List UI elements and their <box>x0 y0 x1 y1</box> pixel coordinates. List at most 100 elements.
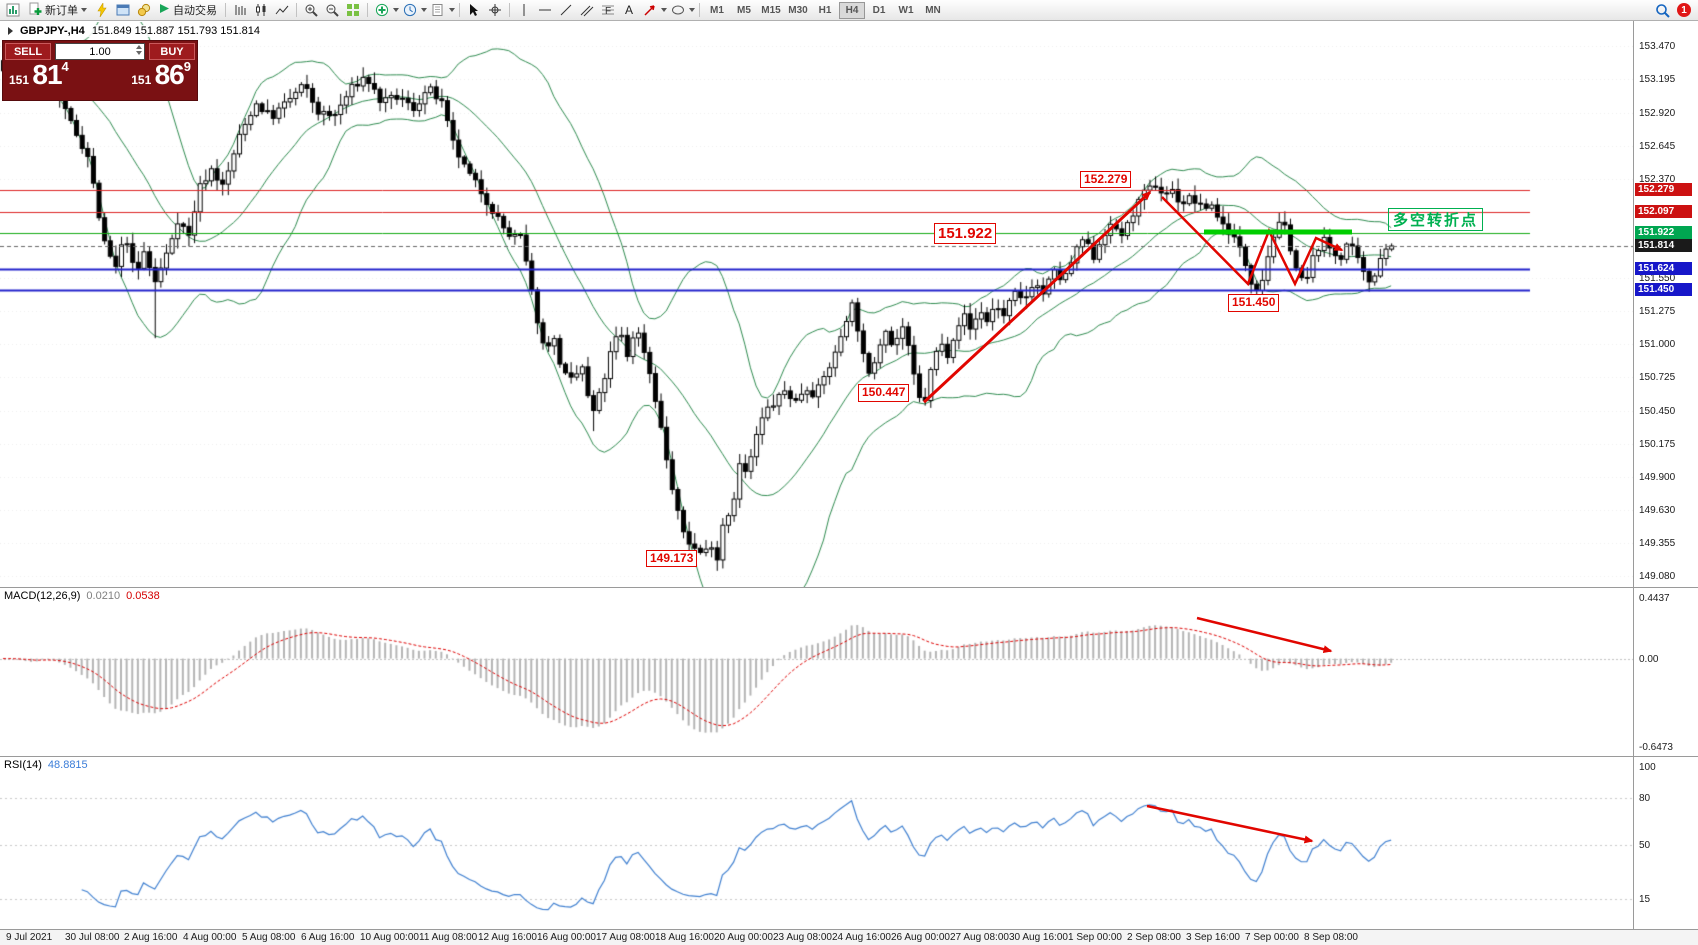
timeframe-m1-button[interactable]: M1 <box>704 2 730 19</box>
annotation-note[interactable]: 多空转折点 <box>1388 208 1484 231</box>
annotation-price-label[interactable]: 151.450 <box>1228 293 1280 312</box>
candlestick-chart-icon[interactable] <box>251 1 271 19</box>
buy-button[interactable]: BUY <box>149 43 195 60</box>
chevron-down-icon[interactable] <box>689 8 695 12</box>
rsi-scale-tick: 50 <box>1639 839 1651 851</box>
chevron-down-icon[interactable] <box>421 8 427 12</box>
cursor-icon[interactable] <box>464 1 484 19</box>
market-watch-icon[interactable] <box>134 1 154 19</box>
price-badge: 151.922 <box>1635 226 1692 240</box>
annotation-price-label[interactable]: 149.173 <box>646 549 698 568</box>
time-axis-label: 1 Sep 00:00 <box>1068 932 1122 943</box>
channel-icon[interactable] <box>577 1 597 19</box>
new-order-icon <box>28 2 42 19</box>
panel-separator[interactable] <box>0 587 1698 588</box>
macd-indicator-label: MACD(12,26,9) 0.0210 0.0538 <box>4 590 160 602</box>
rsi-indicator-label: RSI(14) 48.8815 <box>4 759 88 771</box>
time-axis-label: 17 Aug 08:00 <box>596 932 655 943</box>
rsi-scale-tick: 100 <box>1639 762 1656 773</box>
price-tick: 152.645 <box>1639 140 1676 152</box>
horizontal-line-icon[interactable] <box>535 1 555 19</box>
price-tick: 153.470 <box>1639 41 1676 53</box>
rsi-panel-canvas[interactable] <box>0 757 1633 930</box>
price-tick: 150.175 <box>1639 438 1676 450</box>
macd-panel-canvas[interactable] <box>0 588 1633 757</box>
new-order-label: 新订单 <box>45 5 78 17</box>
timeframe-h4-button[interactable]: H4 <box>839 1 865 19</box>
symbol-dropdown-icon[interactable] <box>8 27 13 35</box>
periods-icon[interactable] <box>400 1 420 19</box>
vertical-line-icon[interactable] <box>514 1 534 19</box>
rsi-name: RSI(14) <box>4 759 42 771</box>
volume-spinner[interactable] <box>136 45 142 55</box>
price-tick: 149.630 <box>1639 504 1676 516</box>
annotation-price-label[interactable]: 152.279 <box>1080 170 1132 189</box>
toolbar-right: 1 <box>1652 1 1695 19</box>
new-order-button[interactable]: 新订单 <box>24 1 91 19</box>
volume-input[interactable]: 1.00 <box>55 43 145 60</box>
volume-value: 1.00 <box>89 45 111 58</box>
price-badge: 151.450 <box>1635 283 1692 297</box>
spinner-up-icon[interactable] <box>136 45 142 49</box>
text-tool-icon[interactable]: A <box>619 1 639 19</box>
sell-price[interactable]: 151 814 <box>9 60 69 90</box>
indicators-icon[interactable] <box>372 1 392 19</box>
zoom-out-icon[interactable] <box>322 1 342 19</box>
buy-price-prefix: 151 <box>131 73 152 87</box>
timeframe-h1-button[interactable]: H1 <box>812 2 838 19</box>
layouts-icon[interactable] <box>113 1 133 19</box>
templates-icon[interactable] <box>428 1 448 19</box>
toolbar-separator <box>296 3 297 17</box>
timeframe-m5-button[interactable]: M5 <box>731 2 757 19</box>
notification-badge[interactable]: 1 <box>1677 3 1691 17</box>
sell-price-pip: 4 <box>61 59 69 74</box>
trendline-icon[interactable] <box>556 1 576 19</box>
symbol-timeframe-label: GBPJPY-,H4 <box>20 25 85 37</box>
time-axis-label: 2 Aug 16:00 <box>124 932 178 943</box>
svg-text:A: A <box>625 3 633 17</box>
bar-chart-icon[interactable] <box>230 1 250 19</box>
sell-button[interactable]: SELL <box>5 43 51 60</box>
annotation-price-label[interactable]: 151.922 <box>934 222 997 245</box>
zoom-in-icon[interactable] <box>301 1 321 19</box>
crosshair-icon[interactable] <box>485 1 505 19</box>
price-badge: 151.624 <box>1635 262 1692 276</box>
rsi-scale-tick: 80 <box>1639 793 1651 804</box>
line-chart-icon[interactable] <box>272 1 292 19</box>
chevron-down-icon[interactable] <box>661 8 667 12</box>
timeframe-m15-button[interactable]: M15 <box>758 2 784 19</box>
sell-price-prefix: 151 <box>9 73 30 87</box>
macd-scale-tick: 0.00 <box>1639 653 1659 665</box>
price-badge: 152.097 <box>1635 205 1692 219</box>
app-chart-icon[interactable] <box>3 1 23 19</box>
chevron-down-icon[interactable] <box>449 8 455 12</box>
time-axis-label: 16 Aug 00:00 <box>537 932 596 943</box>
arrows-tool-icon[interactable] <box>640 1 660 19</box>
annotation-price-label[interactable]: 150.447 <box>858 383 910 402</box>
timeframe-w1-button[interactable]: W1 <box>893 2 919 19</box>
auto-trading-button[interactable]: 自动交易 <box>155 1 221 19</box>
search-icon[interactable] <box>1652 1 1672 19</box>
spinner-down-icon[interactable] <box>136 51 142 55</box>
tile-windows-icon[interactable] <box>343 1 363 19</box>
timeframe-d1-button[interactable]: D1 <box>866 2 892 19</box>
time-axis-label: 30 Jul 08:00 <box>65 932 120 943</box>
chevron-down-icon[interactable] <box>393 8 399 12</box>
quote-line[interactable]: GBPJPY-,H4 151.849 151.887 151.793 151.8… <box>6 25 263 37</box>
panel-separator[interactable] <box>0 756 1698 757</box>
auto-trading-label: 自动交易 <box>173 5 217 17</box>
price-tick: 150.450 <box>1639 405 1676 417</box>
buy-price[interactable]: 151 869 <box>131 60 191 90</box>
timeframe-group: M1 M5 M15 M30 H1 H4 D1 W1 MN <box>704 1 946 19</box>
time-axis-label: 12 Aug 16:00 <box>478 932 537 943</box>
time-axis[interactable] <box>0 930 1698 945</box>
lightning-icon[interactable] <box>92 1 112 19</box>
macd-signal-value: 0.0538 <box>126 590 160 602</box>
main-chart-canvas[interactable] <box>0 22 1633 588</box>
fibonacci-icon[interactable]: F <box>598 1 618 19</box>
timeframe-mn-button[interactable]: MN <box>920 2 946 19</box>
one-click-trading-widget: SELL 1.00 BUY 151 814 151 869 <box>2 40 198 101</box>
price-scale-border[interactable] <box>1633 21 1634 930</box>
timeframe-m30-button[interactable]: M30 <box>785 2 811 19</box>
shapes-icon[interactable] <box>668 1 688 19</box>
